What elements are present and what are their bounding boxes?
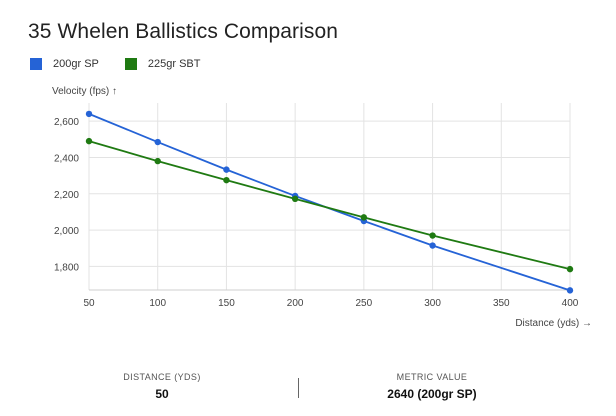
legend-item-200gr-sp[interactable]: 200gr SP: [30, 58, 99, 70]
data-point-200gr-sp: [566, 287, 574, 294]
distance-stat: DISTANCE (YDS) 50: [62, 372, 262, 401]
y-tick-label: 2,400: [54, 153, 79, 164]
y-tick-label: 2,200: [54, 190, 79, 201]
legend-label-200gr-sp: 200gr SP: [53, 58, 99, 70]
series-line-200gr-sp: [88, 113, 571, 292]
data-point-200gr-sp: [429, 242, 436, 249]
metric-stat: METRIC VALUE 2640 (200gr SP): [332, 372, 532, 401]
y-tick-label: 2,000: [54, 226, 79, 237]
data-point-225gr-sbt: [154, 157, 161, 165]
x-tick-label: 50: [83, 298, 95, 309]
footer-divider: [298, 378, 299, 398]
x-tick-label: 150: [218, 298, 235, 309]
x-axis-label: Distance (yds) →: [515, 318, 592, 329]
data-point-225gr-sbt: [566, 265, 574, 273]
data-point-225gr-sbt: [360, 214, 368, 221]
legend: 200gr SP 225gr SBT: [30, 58, 226, 70]
y-tick-label: 1,800: [54, 262, 79, 273]
distance-stat-value: 50: [155, 387, 169, 401]
y-axis-label: Velocity (fps) ↑: [52, 86, 118, 97]
legend-label-225gr-sbt: 225gr SBT: [147, 58, 201, 70]
footer-stats: DISTANCE (YDS) 50 METRIC VALUE 2640 (200…: [0, 372, 616, 412]
legend-swatch-200gr-sp: [30, 58, 42, 70]
x-tick-label: 250: [356, 298, 373, 309]
data-point-225gr-sbt: [291, 195, 299, 203]
y-tick-label: 2,600: [54, 117, 79, 128]
distance-stat-label: DISTANCE (YDS): [123, 372, 201, 382]
data-point-225gr-sbt: [429, 232, 436, 239]
x-tick-label: 200: [287, 298, 304, 309]
x-tick-label: 300: [424, 298, 441, 309]
series-line-225gr-sbt: [88, 140, 571, 270]
data-point-200gr-sp: [154, 138, 161, 146]
x-tick-label: 400: [562, 298, 579, 309]
metric-stat-value: 2640 (200gr SP): [387, 387, 477, 401]
data-point-200gr-sp: [85, 110, 93, 118]
data-point-200gr-sp: [223, 166, 230, 173]
x-tick-label: 100: [149, 298, 166, 309]
metric-stat-label: METRIC VALUE: [396, 372, 468, 382]
chart-title: 35 Whelen Ballistics Comparison: [28, 20, 339, 43]
x-tick-label: 350: [493, 298, 510, 309]
data-point-225gr-sbt: [223, 176, 230, 184]
legend-item-225gr-sbt[interactable]: 225gr SBT: [124, 58, 201, 70]
data-point-225gr-sbt: [85, 137, 93, 145]
legend-swatch-225gr-sbt: [124, 58, 137, 70]
